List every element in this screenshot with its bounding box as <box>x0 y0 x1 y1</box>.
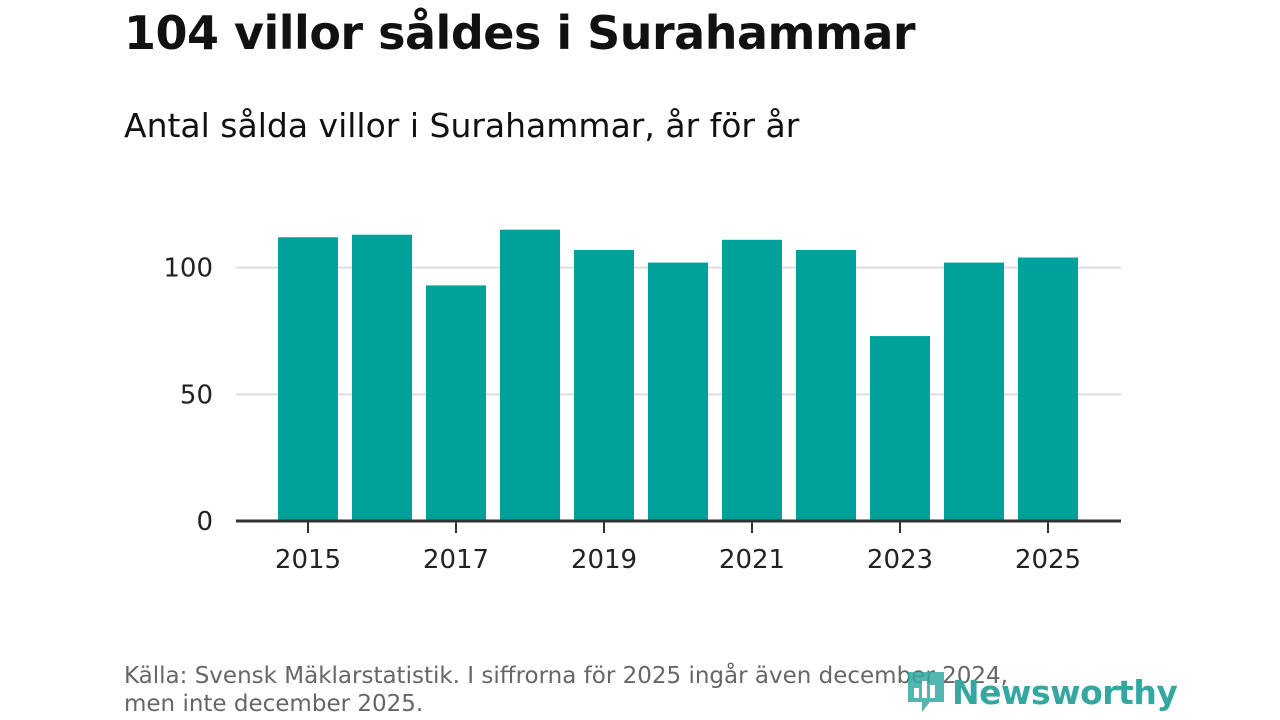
x-tick-labels: 2015 2017 2019 2021 2023 2025 <box>275 545 1081 575</box>
x-tick-label: 2017 <box>423 545 489 575</box>
bar-2020 <box>648 262 708 521</box>
source-note: Källa: Svensk Mäklarstatistik. I siffror… <box>124 662 1124 718</box>
bar-2022 <box>796 249 856 521</box>
bar-2017 <box>426 285 486 521</box>
y-tick-label: 100 <box>163 254 213 284</box>
bar-2015 <box>278 237 338 521</box>
bar-2021 <box>722 239 782 522</box>
bar-chart-logo-icon <box>908 672 944 712</box>
y-tick-label: 50 <box>180 380 213 410</box>
bar-2019 <box>574 249 634 521</box>
x-tick-label: 2019 <box>571 545 637 575</box>
x-tick-label: 2015 <box>275 545 341 575</box>
bar-2023 <box>870 336 930 521</box>
bar-2024 <box>944 262 1004 521</box>
brand-name: Newsworthy <box>952 672 1178 712</box>
chart-subtitle: Antal sålda villor i Surahammar, år för … <box>124 106 800 145</box>
source-line-1: Källa: Svensk Mäklarstatistik. I siffror… <box>124 663 1008 689</box>
bar-2018 <box>500 229 560 521</box>
axes <box>236 519 1121 533</box>
bars <box>278 229 1078 522</box>
x-tick-label: 2025 <box>1015 545 1081 575</box>
x-tick-label: 2023 <box>867 545 933 575</box>
brand-logo: Newsworthy <box>904 668 1178 716</box>
y-tick-label: 0 <box>196 507 213 537</box>
bar-2025 <box>1018 257 1078 521</box>
bar-2016 <box>352 234 412 521</box>
source-line-2: men inte december 2025. <box>124 691 424 717</box>
y-tick-labels: 0 50 100 <box>163 254 213 537</box>
chart-title: 104 villor såldes i Surahammar <box>124 6 916 60</box>
x-tick-label: 2021 <box>719 545 785 575</box>
bar-chart: 0 50 100 2015 2017 2019 2021 2023 2025 <box>163 229 1121 575</box>
